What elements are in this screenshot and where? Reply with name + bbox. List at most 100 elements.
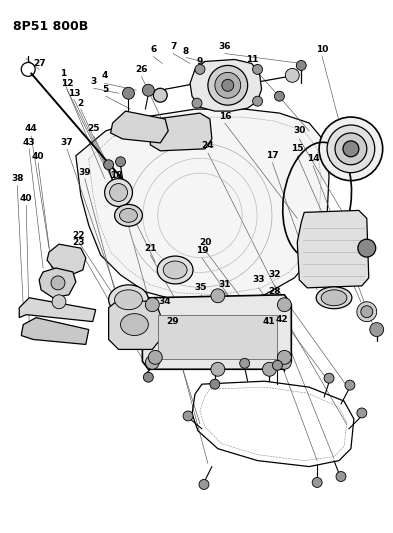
Circle shape [145, 356, 159, 369]
Circle shape [335, 133, 367, 165]
Circle shape [312, 478, 322, 487]
Text: 40: 40 [20, 194, 33, 203]
Text: 9: 9 [197, 57, 203, 66]
Text: 16: 16 [219, 111, 231, 120]
Circle shape [153, 88, 167, 102]
Circle shape [370, 322, 384, 336]
Polygon shape [76, 109, 329, 302]
Ellipse shape [115, 205, 142, 227]
Circle shape [358, 239, 376, 257]
Text: 40: 40 [32, 152, 44, 161]
Circle shape [195, 64, 205, 75]
Text: 41: 41 [262, 317, 275, 326]
Circle shape [52, 295, 66, 309]
Text: 17: 17 [266, 151, 279, 160]
Text: 21: 21 [144, 244, 156, 253]
Circle shape [123, 87, 134, 99]
Ellipse shape [321, 290, 347, 306]
Circle shape [272, 360, 283, 370]
Polygon shape [190, 60, 261, 111]
Text: 5: 5 [103, 85, 109, 94]
Text: 29: 29 [166, 317, 178, 326]
Circle shape [357, 302, 377, 321]
Circle shape [336, 472, 346, 481]
Text: 31: 31 [219, 280, 231, 289]
Circle shape [104, 160, 114, 169]
Circle shape [51, 276, 65, 290]
Text: 38: 38 [11, 174, 24, 183]
Circle shape [148, 350, 162, 364]
Ellipse shape [121, 313, 148, 335]
Text: 26: 26 [135, 65, 148, 74]
Circle shape [361, 306, 373, 318]
Text: 24: 24 [202, 141, 214, 150]
Circle shape [222, 79, 234, 91]
Circle shape [210, 379, 220, 389]
Polygon shape [142, 295, 291, 369]
Circle shape [277, 356, 291, 369]
Text: 42: 42 [275, 315, 288, 324]
Text: 15: 15 [291, 144, 303, 154]
Polygon shape [108, 300, 160, 350]
Ellipse shape [163, 261, 187, 279]
Text: 3: 3 [91, 77, 97, 86]
Ellipse shape [316, 287, 352, 309]
Ellipse shape [157, 256, 193, 284]
Circle shape [116, 157, 125, 167]
Text: 27: 27 [33, 59, 46, 68]
Circle shape [274, 91, 285, 101]
Polygon shape [110, 111, 168, 143]
Text: 39: 39 [79, 168, 91, 177]
Circle shape [240, 358, 250, 368]
Circle shape [208, 66, 248, 105]
Text: 1: 1 [60, 69, 66, 78]
Text: 18: 18 [110, 171, 123, 180]
Text: 35: 35 [195, 284, 207, 292]
Circle shape [211, 289, 225, 303]
Text: 30: 30 [293, 126, 305, 135]
Ellipse shape [115, 290, 142, 310]
Polygon shape [297, 211, 369, 288]
Circle shape [277, 298, 291, 312]
Polygon shape [47, 244, 86, 275]
Circle shape [343, 141, 359, 157]
Text: 10: 10 [316, 45, 328, 54]
Polygon shape [151, 113, 212, 151]
Polygon shape [158, 314, 277, 359]
Text: 36: 36 [219, 42, 231, 51]
Circle shape [357, 408, 367, 418]
Circle shape [199, 480, 209, 489]
Circle shape [253, 96, 263, 106]
Text: 14: 14 [307, 154, 320, 163]
Text: 12: 12 [61, 79, 73, 88]
Circle shape [143, 372, 153, 382]
Circle shape [183, 411, 193, 421]
Polygon shape [19, 298, 96, 321]
Text: 7: 7 [170, 42, 176, 51]
Text: 37: 37 [61, 139, 73, 148]
Text: 11: 11 [246, 55, 259, 64]
Text: 34: 34 [158, 297, 171, 306]
Text: 4: 4 [101, 71, 108, 80]
Text: 19: 19 [196, 246, 208, 255]
Circle shape [142, 84, 154, 96]
Polygon shape [39, 268, 76, 298]
Text: 13: 13 [68, 88, 80, 98]
Text: 6: 6 [150, 45, 156, 54]
Circle shape [319, 117, 383, 181]
Circle shape [105, 179, 132, 206]
Text: 33: 33 [252, 276, 265, 285]
Ellipse shape [108, 285, 148, 314]
Circle shape [285, 68, 299, 82]
Text: 32: 32 [268, 270, 281, 279]
Circle shape [277, 350, 291, 364]
Text: 43: 43 [23, 139, 35, 148]
Text: 23: 23 [73, 238, 85, 247]
Circle shape [327, 125, 375, 173]
Text: 28: 28 [268, 287, 281, 296]
Circle shape [253, 64, 263, 75]
Circle shape [110, 183, 127, 201]
Circle shape [263, 362, 276, 376]
Circle shape [296, 60, 306, 70]
Circle shape [192, 98, 202, 108]
